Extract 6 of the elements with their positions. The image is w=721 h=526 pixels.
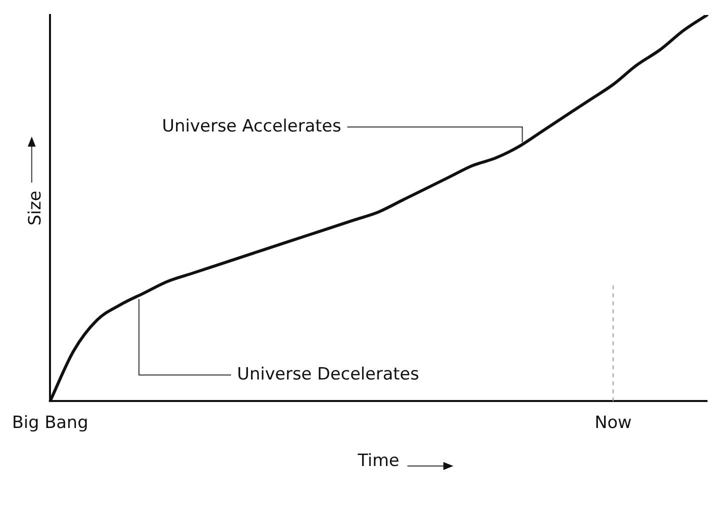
x-tick-label: Big Bang (12, 412, 88, 433)
y-axis-title: Size (25, 190, 46, 226)
annotation: Universe Accelerates (162, 116, 342, 136)
annotation: Universe Decelerates (237, 364, 420, 384)
x-tick-label: Now (594, 412, 632, 433)
x-axis-title: Time (356, 451, 400, 472)
